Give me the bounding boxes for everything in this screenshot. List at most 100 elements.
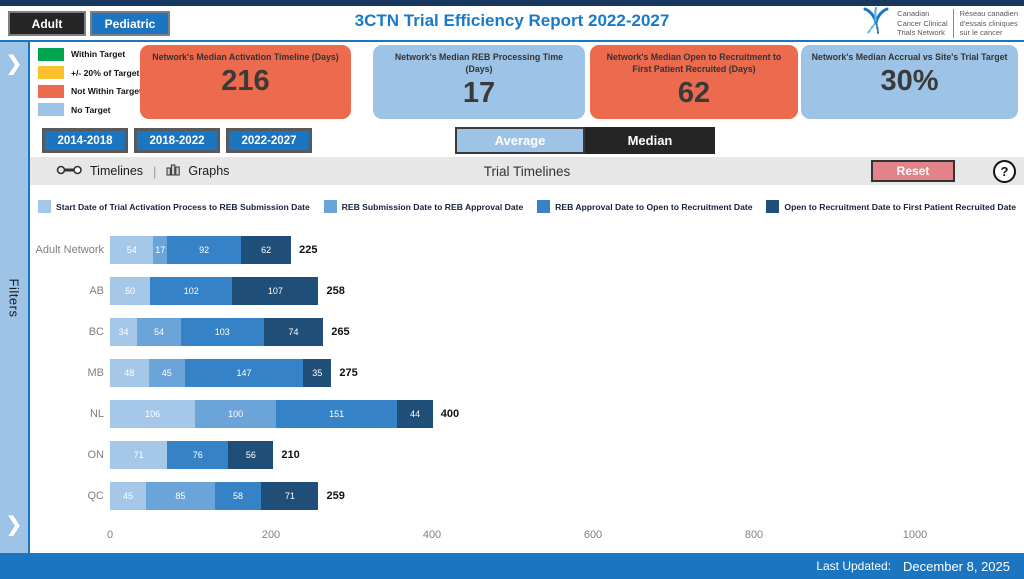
footer-bar: Last Updated: December 8, 2025 — [0, 553, 1024, 579]
bar-segment[interactable]: 35 — [303, 358, 332, 387]
no-target-swatch — [38, 103, 64, 116]
help-icon[interactable]: ? — [993, 160, 1016, 183]
bar-row: BC 34 54 103 74 265 — [28, 311, 1020, 352]
toolbar-divider: | — [153, 163, 157, 179]
period-button-2014-2018[interactable]: 2014-2018 — [42, 128, 128, 153]
bar-row: NL 106 100 151 44 400 — [28, 393, 1020, 434]
target-legend: Within Target +/- 20% of Target Not With… — [38, 47, 142, 121]
series-legend-item[interactable]: REB Approval Date to Open to Recruitment… — [537, 200, 753, 213]
bar-segment[interactable]: 106 — [110, 399, 196, 428]
total-label: 400 — [440, 407, 460, 420]
category-label: MB — [87, 366, 105, 379]
kpi-value: 30% — [880, 64, 939, 97]
bar-segment[interactable]: 58 — [214, 481, 262, 510]
bar-segment[interactable]: 151 — [275, 399, 398, 428]
category-label: Adult Network — [35, 243, 104, 256]
bar-track: 106 100 151 44 — [110, 399, 433, 428]
bar-segment[interactable]: 107 — [232, 276, 319, 305]
expand-filters-top-icon[interactable]: ❯ — [5, 52, 23, 75]
bar-segment[interactable]: 74 — [263, 317, 324, 346]
series-2-swatch — [537, 200, 551, 213]
bar-track: 71 76 56 — [110, 440, 274, 469]
series-legend-item[interactable]: REB Submission Date to REB Approval Date — [323, 200, 523, 213]
series-legend-item[interactable]: Open to Recruitment Date to First Patien… — [766, 200, 1016, 213]
category-label: QC — [87, 489, 105, 502]
bar-segment[interactable]: 56 — [228, 440, 274, 469]
x-axis-tick: 0 — [106, 529, 114, 541]
bar-row: AB 50 102 107 258 — [28, 270, 1020, 311]
bar-track: 45 85 58 71 — [110, 481, 319, 510]
total-label: 210 — [281, 448, 300, 461]
series-0-swatch — [38, 200, 51, 213]
bar-segment[interactable]: 45 — [148, 358, 185, 387]
series-3-swatch — [766, 200, 780, 213]
median-toggle[interactable]: Median — [585, 127, 715, 154]
graphs-view-button[interactable]: Graphs — [188, 164, 230, 178]
3ctn-logo-icon — [860, 6, 892, 41]
average-toggle[interactable]: Average — [455, 127, 585, 154]
timelines-view-button[interactable]: Timelines — [90, 164, 144, 178]
bar-segment[interactable]: 17 — [153, 235, 168, 264]
bar-segment[interactable]: 45 — [110, 481, 147, 510]
top-strip — [0, 0, 1024, 6]
total-label: 259 — [326, 489, 345, 502]
x-axis-tick: 200 — [261, 529, 281, 541]
bar-chart: Adult Network 54 17 92 62 225 AB 50 102 107 258 BC 3… — [28, 229, 1020, 545]
logo-text-en: Canadian Cancer Clinical Trials Network — [897, 8, 948, 38]
bar-segment[interactable]: 34 — [110, 317, 138, 346]
last-updated-value: December 8, 2025 — [903, 558, 1010, 574]
x-axis-tick: 600 — [583, 529, 603, 541]
kpi-card-activation-timeline: Network's Median Activation Timeline (Da… — [140, 45, 351, 119]
total-label: 225 — [299, 243, 318, 256]
kpi-value: 62 — [677, 76, 711, 109]
category-label: NL — [89, 407, 104, 420]
total-label: 258 — [326, 284, 345, 297]
filters-label: Filters — [6, 278, 22, 317]
total-label: 265 — [331, 325, 350, 338]
bar-segment[interactable]: 54 — [110, 235, 154, 264]
period-button-2022-2027[interactable]: 2022-2027 — [226, 128, 312, 153]
bar-row: Adult Network 54 17 92 62 225 — [28, 229, 1020, 270]
within-target-swatch — [38, 47, 64, 61]
bar-row: QC 45 85 58 71 259 — [28, 475, 1020, 516]
bar-segment[interactable]: 44 — [397, 399, 433, 428]
bar-segment[interactable]: 147 — [184, 358, 304, 387]
reset-button[interactable]: Reset — [871, 160, 955, 182]
bar-segment[interactable]: 50 — [110, 276, 151, 305]
bar-segment[interactable]: 102 — [150, 276, 233, 305]
x-axis-tick: 400 — [422, 529, 442, 541]
bar-segment[interactable]: 71 — [261, 481, 319, 510]
filters-sidebar[interactable]: ❯ Filters ❯ — [0, 42, 30, 553]
bar-segment[interactable]: 76 — [167, 440, 229, 469]
chart-toolbar: Timelines | Graphs Trial Timelines Reset… — [30, 157, 1024, 185]
bar-track: 50 102 107 — [110, 276, 319, 305]
bar-segment[interactable]: 54 — [137, 317, 181, 346]
tab-pediatric[interactable]: Pediatric — [90, 11, 170, 36]
3ctn-logo: Canadian Cancer Clinical Trials Network Ré… — [860, 6, 1018, 41]
bar-segment[interactable]: 103 — [180, 317, 264, 346]
chart-legend: Start Date of Trial Activation Process t… — [38, 200, 1016, 213]
legend-item: No Target — [38, 103, 142, 117]
legend-item: Not Within Target — [38, 84, 142, 98]
header-divider — [0, 40, 1024, 42]
bar-segment[interactable]: 85 — [146, 481, 215, 510]
last-updated-label: Last Updated: — [816, 559, 892, 573]
bar-segment[interactable]: 71 — [110, 440, 168, 469]
bar-segment[interactable]: 62 — [241, 235, 292, 264]
bar-track: 54 17 92 62 — [110, 235, 292, 264]
category-label: AB — [89, 284, 104, 297]
logo-text-fr: Réseau canadien d'essais cliniques sur le … — [952, 8, 1018, 39]
expand-filters-bottom-icon[interactable]: ❯ — [5, 513, 23, 536]
kpi-value: 216 — [221, 64, 270, 97]
period-button-2018-2022[interactable]: 2018-2022 — [134, 128, 220, 153]
timelines-toggle-icon — [56, 164, 83, 179]
bar-segment[interactable]: 100 — [195, 399, 276, 428]
x-axis-tick: 1000 — [902, 529, 928, 541]
series-legend-item[interactable]: Start Date of Trial Activation Process t… — [38, 200, 310, 213]
graphs-icon — [166, 163, 181, 180]
x-axis: 0 200 400 600 800 1000 — [106, 529, 1020, 545]
bar-segment[interactable]: 92 — [167, 235, 242, 264]
tab-adult[interactable]: Adult — [8, 11, 86, 36]
bar-segment[interactable]: 48 — [110, 358, 149, 387]
